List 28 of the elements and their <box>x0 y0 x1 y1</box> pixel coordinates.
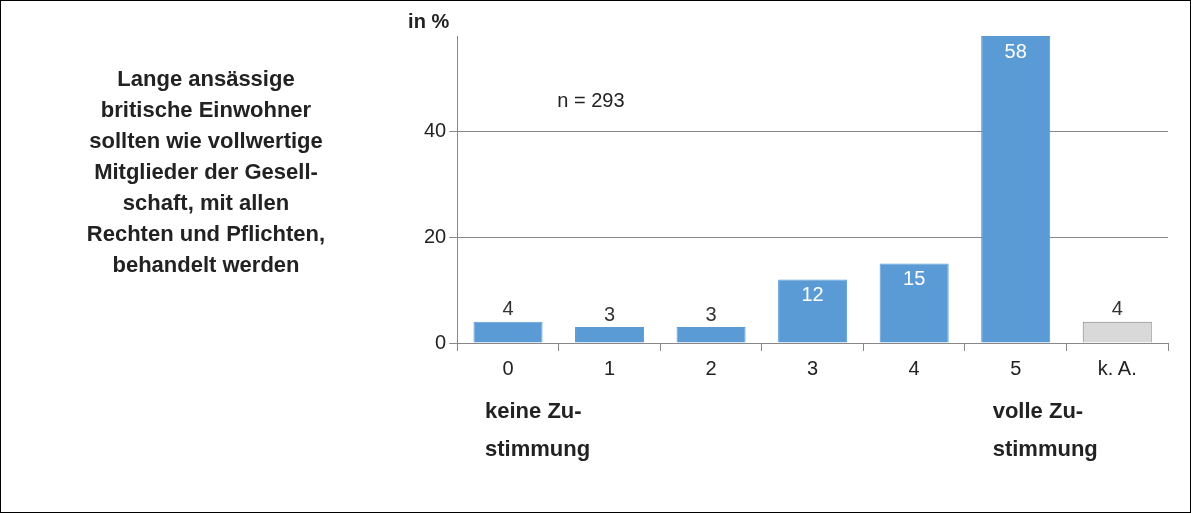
data-label: 4 <box>1111 297 1123 320</box>
x-tick-label: 1 <box>603 356 616 379</box>
data-label: 58 <box>1004 39 1027 62</box>
y-tick-label: 0 <box>435 330 447 353</box>
annotation: n = 293 <box>557 88 625 111</box>
text: Lange ansässige britische Einwohner sollten wie vollwertige Mitglieder der Gesell- schaft, mit allen Rechten und Pflichten, behandelt werden <box>85 65 327 279</box>
bar <box>981 36 1051 343</box>
x-tick-label: 5 <box>1010 356 1022 379</box>
bar <box>575 327 645 343</box>
x-tick-label: 3 <box>807 356 819 379</box>
data-label: 3 <box>603 302 616 325</box>
y-tick-label: 20 <box>424 224 447 247</box>
bar <box>676 327 746 343</box>
x-tick-label: 4 <box>908 356 920 379</box>
bar <box>879 263 949 343</box>
x-tick-label: 0 <box>502 356 514 379</box>
x-tick-label: 2 <box>705 356 717 379</box>
y-tick-label: 40 <box>424 118 447 141</box>
data-label: 15 <box>903 267 926 290</box>
y-axis-title: in % <box>408 9 450 32</box>
data-label: 12 <box>801 283 824 305</box>
bar <box>473 321 543 343</box>
text: keine Zu- stimmung <box>485 398 591 462</box>
bar <box>778 279 848 343</box>
text: volle Zu- stimmung <box>992 398 1098 462</box>
data-label: 4 <box>502 297 514 320</box>
x-tick-label: k. A. <box>1097 356 1137 379</box>
data-label: 3 <box>705 302 717 325</box>
